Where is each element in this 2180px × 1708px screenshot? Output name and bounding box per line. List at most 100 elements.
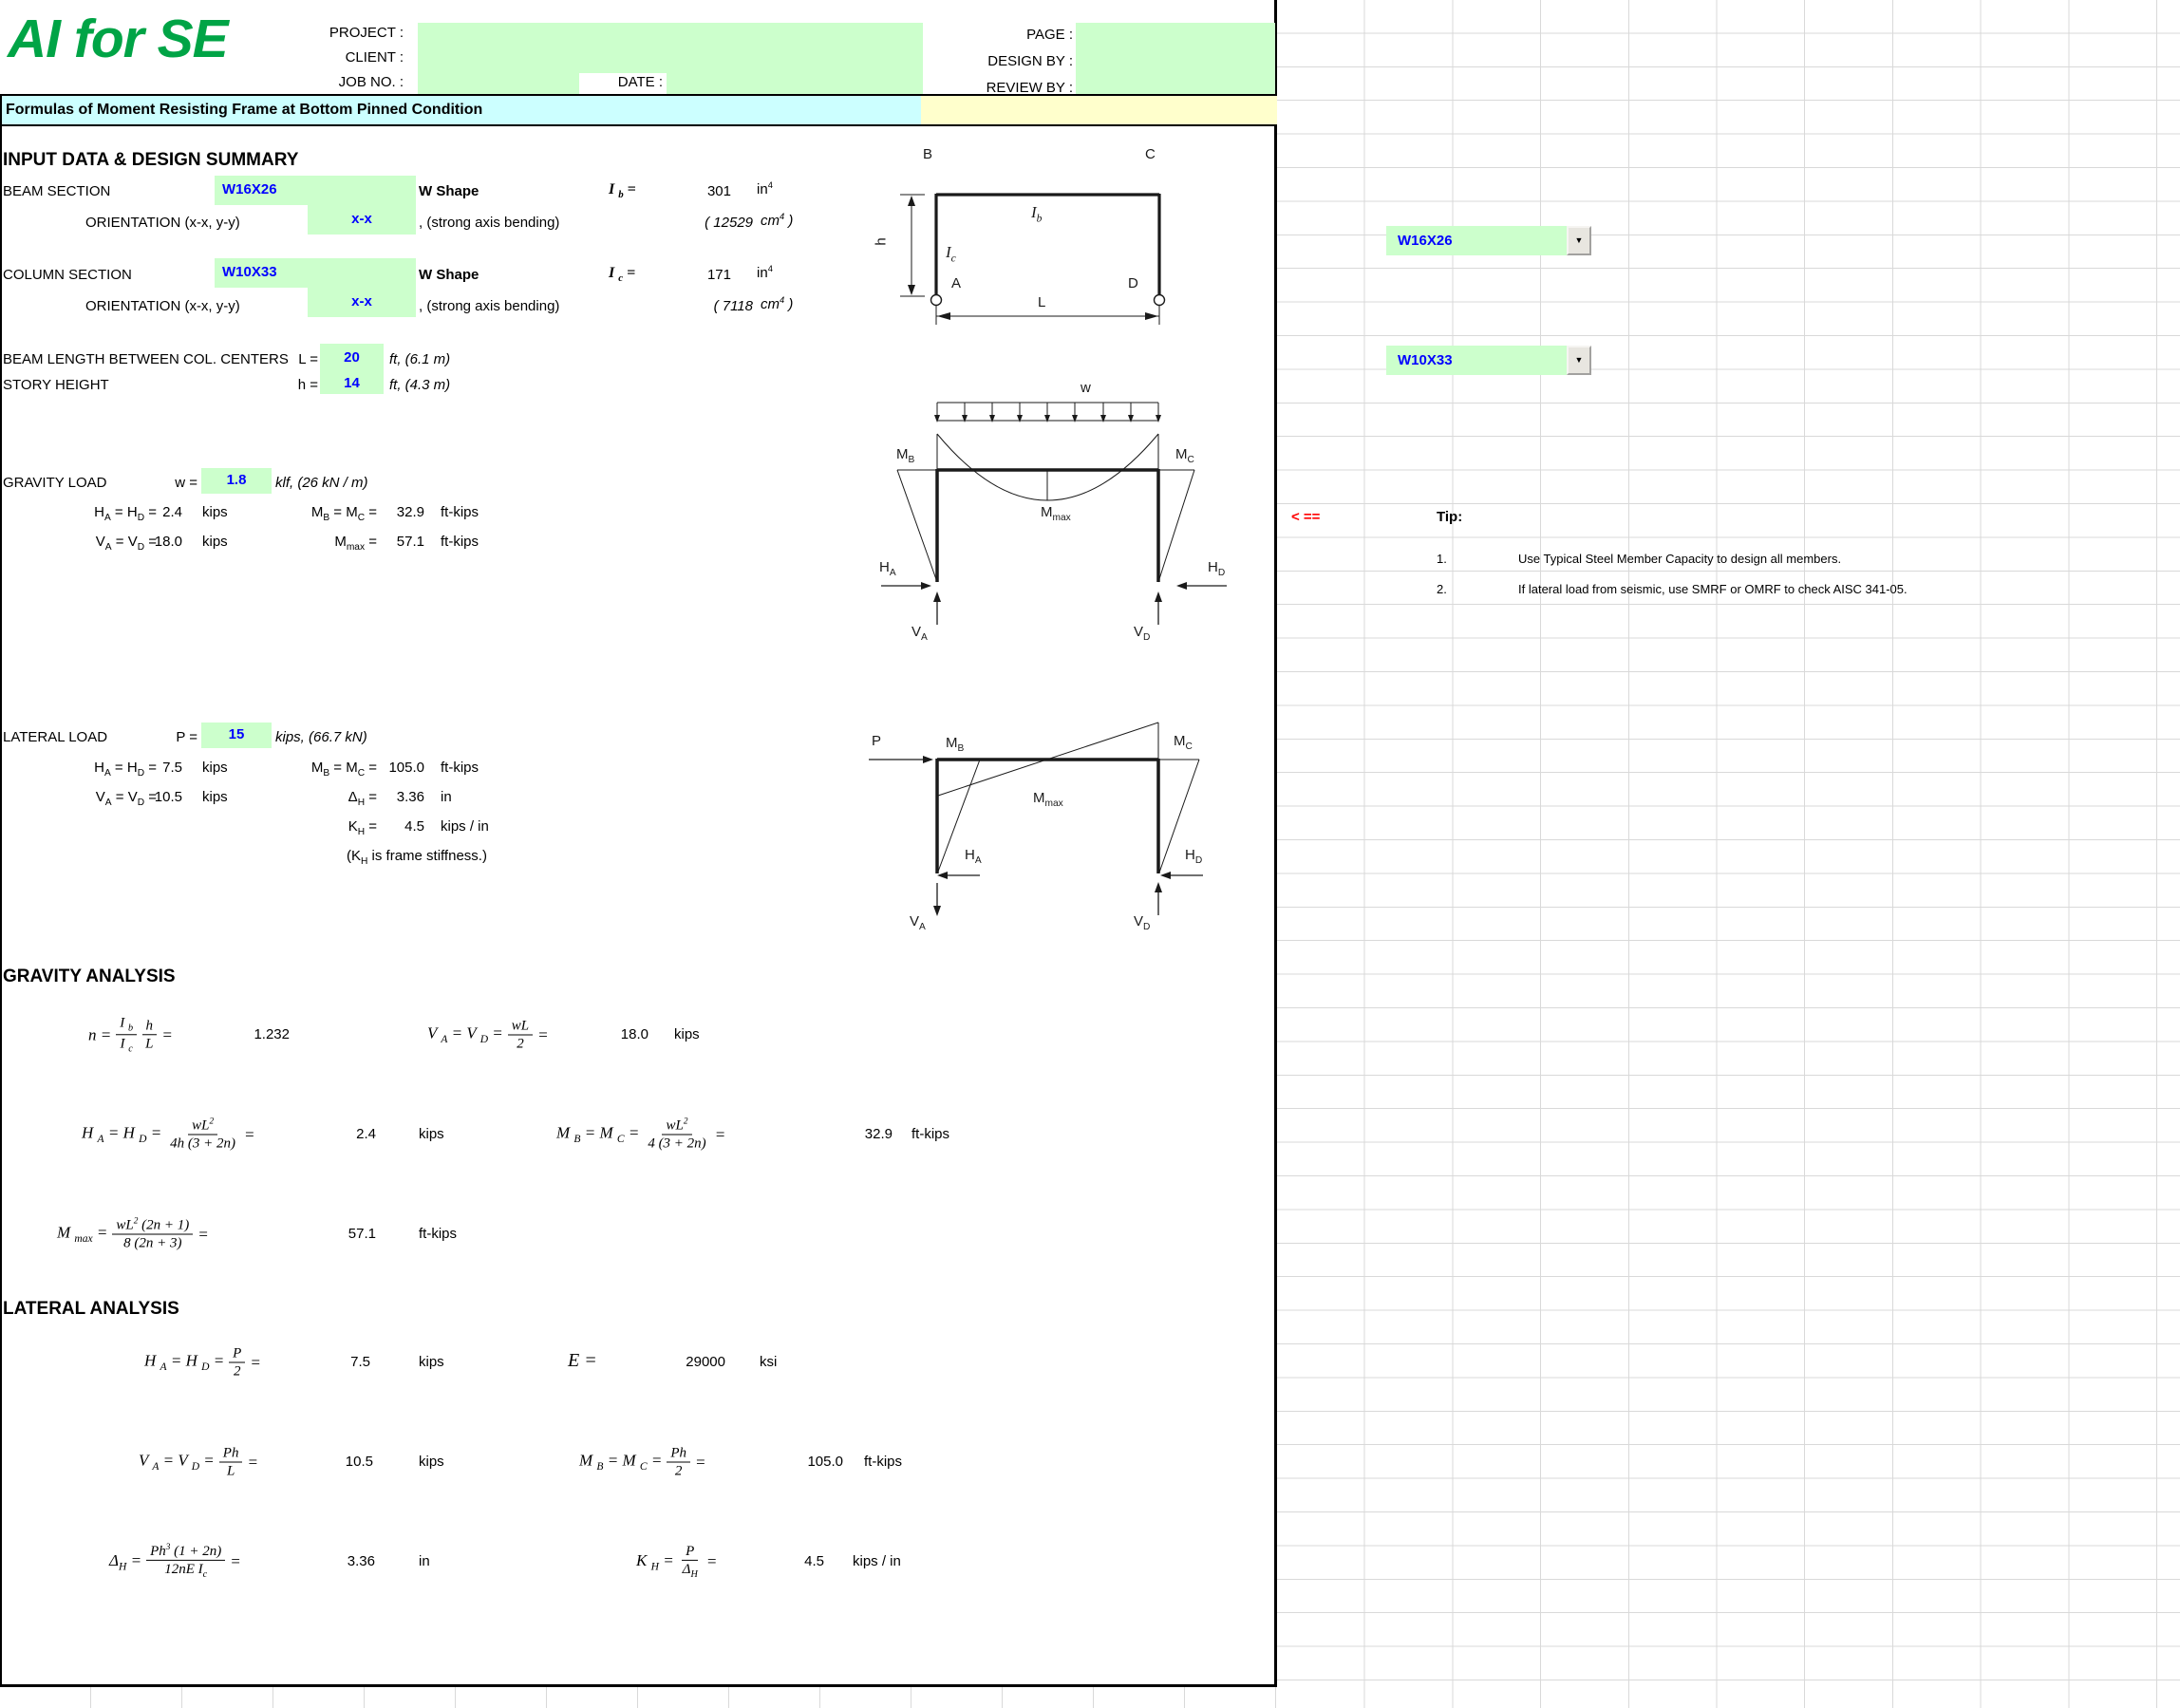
node-C-label: C (1145, 146, 1156, 162)
story-height-label: STORY HEIGHT (3, 377, 109, 393)
pointer-arrow-label: < == (1291, 509, 1321, 525)
E-value: 29000 (686, 1354, 725, 1370)
Ic-value: 171 (706, 267, 731, 283)
column-metric-value: ( 7118 (713, 298, 753, 314)
lateral-P-sym: P = (176, 729, 197, 745)
formula-MB-lateral-lhs: M B = M C = (579, 1451, 663, 1473)
h-dimension-label: h (873, 237, 890, 246)
project-label: PROJECT : (329, 25, 404, 41)
jobno-label: JOB NO. : (338, 74, 404, 90)
formula-Mmax-lhs: M max = (57, 1223, 108, 1246)
E-label: E = (568, 1350, 597, 1371)
formula-n-value: 1.232 (254, 1026, 290, 1042)
column-section-input[interactable]: W10X33 (215, 258, 416, 288)
L-dimension-label: L (1038, 294, 1046, 310)
fraction: wL2 4h (3 + 2n) (170, 1117, 236, 1152)
date-label: DATE : (617, 74, 663, 90)
lateral-H-label: HA = HD = (94, 760, 157, 779)
lateral-V-value: 10.5 (154, 789, 182, 805)
gravity-H-value: 2.4 (162, 504, 182, 520)
formula-VA-lhs: V A = V D = (427, 1023, 503, 1046)
beam-length-label: BEAM LENGTH BETWEEN COL. CENTERS (3, 351, 289, 367)
column-metric-unit: cm4 ) (761, 295, 794, 312)
fraction: Ph L (218, 1445, 243, 1480)
beam-dropdown-arrow-icon[interactable]: ▼ (1567, 226, 1591, 255)
formula-HA-lhs: H A = H D = (82, 1123, 162, 1146)
formula-MB-unit: ft-kips (911, 1126, 950, 1142)
client-label: CLIENT : (345, 49, 404, 66)
formula-MB-lhs: M B = M C = (556, 1123, 640, 1146)
formula-DH-unit: in (419, 1553, 430, 1569)
lateral-V-label: VA = VD = (95, 789, 157, 808)
formula-MB-lateral: M B = M C = Ph 2 = (579, 1445, 705, 1480)
gravity-V-value: 18.0 (154, 534, 182, 550)
beam-section-dropdown-value: W16X26 (1386, 226, 1567, 255)
gravity-MB-unit: ft-kips (441, 504, 479, 520)
lateral-KH-value: 4.5 (404, 818, 424, 835)
equals: = (247, 1453, 258, 1471)
sheet-left-border (0, 94, 2, 1687)
MC-diagram-label: MC (1175, 446, 1194, 465)
gravity-load-label: GRAVITY LOAD (3, 475, 107, 491)
beam-metric-value: ( 12529 (705, 215, 753, 231)
formula-MB-lateral-value: 105.0 (807, 1454, 843, 1470)
VA-lateral-label: VA (910, 913, 926, 932)
column-section-value: W10X33 (222, 264, 277, 280)
node-A-label: A (951, 275, 962, 291)
equals: = (537, 1025, 549, 1043)
equals: = (694, 1453, 706, 1471)
beam-orientation-value: x-x (351, 211, 372, 227)
lateral-KH-unit: kips / in (441, 818, 489, 835)
spreadsheet-grid-bottom (0, 1687, 1277, 1708)
lateral-MB-unit: ft-kips (441, 760, 479, 776)
column-orientation-input[interactable]: x-x (308, 288, 416, 317)
gravity-Mmax-unit: ft-kips (441, 534, 479, 550)
MB-lateral-label: MB (946, 735, 965, 754)
frame-geometry-drawing (900, 193, 1166, 325)
formula-HA-lateral-value: 7.5 (350, 1354, 370, 1370)
column-section-dropdown[interactable]: W10X33 ▼ (1386, 346, 1591, 375)
beam-metric-unit: cm4 ) (761, 212, 794, 229)
column-dropdown-arrow-icon[interactable]: ▼ (1567, 346, 1591, 375)
formula-VA-value: 18.0 (620, 1026, 648, 1042)
fraction: Ph3 (1 + 2n) 12nE Ic (146, 1543, 226, 1581)
gravity-load-drawing (881, 402, 1227, 625)
beam-section-dropdown[interactable]: W16X26 ▼ (1386, 226, 1591, 255)
page-label: PAGE : (1026, 27, 1073, 43)
title-bar-yellow (921, 96, 1277, 124)
sheet-title-bar: Formulas of Moment Resisting Frame at Bo… (0, 94, 1277, 126)
formula-HA-value: 2.4 (356, 1126, 376, 1142)
gravity-w-sym: w = (175, 475, 197, 491)
beam-shape-label: W Shape (419, 183, 479, 199)
beam-section-input[interactable]: W16X26 (215, 176, 416, 205)
lateral-load-drawing (869, 722, 1203, 916)
tip-heading: Tip: (1437, 509, 1463, 525)
formula-Mmax-unit: ft-kips (419, 1226, 458, 1242)
formula-n-lhs: n = (88, 1025, 112, 1043)
Ib-unit: in4 (757, 180, 773, 197)
stiffness-note: (KH is frame stiffness.) (347, 848, 487, 867)
MB-diagram-label: MB (896, 446, 915, 465)
column-section-dropdown-value: W10X33 (1386, 346, 1567, 375)
Mmax-lateral-label: Mmax (1033, 790, 1063, 809)
tip-1-text: Use Typical Steel Member Capacity to des… (1518, 552, 1842, 566)
tip-2-number: 2. (1437, 582, 1447, 596)
length-height-input[interactable]: 20 14 (320, 344, 384, 394)
gravity-Mmax-label: Mmax = (334, 534, 377, 553)
equals: = (705, 1551, 718, 1570)
gravity-load-diagram: w MB MC Mmax HA HD VA VD (855, 380, 1253, 655)
formula-MB-gravity: M B = M C = wL2 4 (3 + 2n) = (556, 1117, 725, 1153)
project-client-job-input[interactable] (418, 23, 923, 94)
page-design-review-input[interactable] (1076, 23, 1275, 103)
spreadsheet-grid (1277, 0, 2180, 1708)
Ic-unit: in4 (757, 264, 773, 281)
lateral-P-input[interactable]: 15 (201, 723, 272, 748)
beam-orientation-input[interactable]: x-x (308, 205, 416, 235)
beam-section-value: W16X26 (222, 181, 277, 197)
beam-length-unit: ft, (6.1 m) (389, 351, 451, 367)
fraction: P ΔH (682, 1543, 699, 1580)
formula-KH-value: 4.5 (804, 1553, 824, 1569)
gravity-w-input[interactable]: 1.8 (201, 468, 272, 494)
Ib-value: 301 (706, 183, 731, 199)
